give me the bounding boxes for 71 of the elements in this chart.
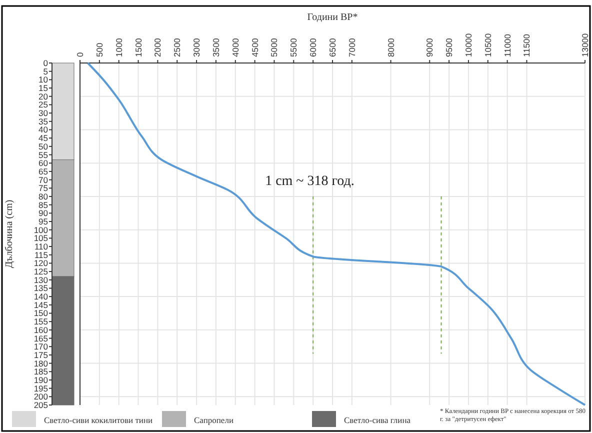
x-tick-label: 5500	[288, 38, 299, 57]
y-tick-label: 60	[38, 158, 48, 168]
y-tick-label: 75	[38, 183, 48, 194]
x-tick-label: 1500	[133, 38, 144, 57]
y-tick-label: 45	[38, 133, 48, 144]
legend-label: Сапропели	[194, 415, 234, 425]
y-tick-label: 70	[38, 174, 48, 185]
y-tick-label: 15	[38, 83, 48, 94]
y-tick-label: 65	[38, 166, 48, 176]
y-tick-label: 160	[34, 324, 48, 335]
y-tick-label: 100	[34, 224, 48, 235]
y-tick-label: 25	[38, 100, 48, 110]
x-tick-label: 4000	[230, 38, 240, 57]
x-tick-label: 8000	[386, 38, 396, 57]
y-tick-label: 40	[38, 124, 48, 135]
y-tick-label: 145	[34, 300, 48, 310]
y-tick-label: 30	[38, 108, 48, 118]
legend-label: Светло-сиви кокилитови тини	[44, 415, 154, 425]
x-tick-label: 3000	[192, 38, 202, 57]
x-axis-title: Години BP*	[307, 12, 358, 23]
y-tick-label: 175	[34, 350, 48, 360]
x-tick-label: 11000	[502, 34, 512, 57]
y-tick-label: 150	[34, 308, 48, 318]
x-tick-label: 5000	[269, 38, 280, 57]
y-tick-label: 110	[34, 242, 48, 252]
y-tick-label: 55	[38, 150, 48, 160]
x-tick-label: 4500	[250, 38, 260, 57]
y-tick-label: 120	[34, 258, 48, 268]
y-tick-label: 10	[38, 74, 48, 85]
y-tick-label: 195	[34, 383, 48, 394]
x-tick-label: 0	[75, 52, 85, 57]
y-tick-label: 90	[38, 208, 48, 218]
y-tick-label: 130	[34, 274, 48, 285]
y-tick-label: 0	[43, 58, 48, 68]
y-tick-label: 190	[34, 374, 48, 385]
y-tick-label: 125	[34, 266, 48, 277]
y-tick-label: 115	[34, 250, 48, 260]
y-tick-label: 185	[34, 366, 48, 377]
x-tick-label: 13000	[580, 33, 590, 57]
y-tick-label: 205	[34, 400, 48, 410]
x-tick-label: 9000	[424, 38, 435, 57]
y-tick-label: 135	[34, 283, 48, 294]
y-tick-label: 80	[38, 191, 48, 202]
x-tick-label: 10500	[482, 33, 493, 57]
x-tick-label: 500	[94, 42, 104, 57]
y-tick-label: 5	[43, 66, 48, 76]
y-tick-label: 20	[38, 91, 48, 102]
y-tick-label: 165	[34, 333, 48, 344]
x-tick-label: 11500	[522, 34, 532, 57]
y-axis-title: Дълбочина (cm)	[4, 200, 15, 268]
x-tick-label: 3500	[210, 38, 221, 57]
x-tick-label: 10000	[463, 33, 474, 57]
x-tick-label: 9500	[444, 38, 454, 57]
y-tick-label: 180	[34, 358, 48, 368]
annotation: 1 cm ~ 318 год.	[265, 174, 354, 190]
y-tick-label: 85	[38, 200, 48, 210]
x-tick-label: 6000	[308, 38, 318, 57]
y-tick-label: 200	[34, 392, 48, 402]
y-tick-label: 95	[38, 216, 48, 226]
x-tick-label: 2500	[172, 38, 182, 57]
y-tick-label: 170	[34, 342, 48, 352]
y-tick-label: 50	[38, 141, 48, 152]
x-tick-label: 2000	[152, 38, 163, 57]
y-tick-label: 35	[38, 116, 48, 126]
x-tick-label: 7000	[346, 38, 357, 57]
y-tick-label: 155	[34, 316, 48, 327]
x-tick-label: 6500	[328, 38, 338, 57]
y-tick-label: 140	[34, 292, 48, 302]
x-tick-label: 1000	[114, 38, 124, 57]
legend-label: Светло-сива глина	[344, 415, 411, 425]
y-tick-label: 105	[34, 233, 48, 244]
